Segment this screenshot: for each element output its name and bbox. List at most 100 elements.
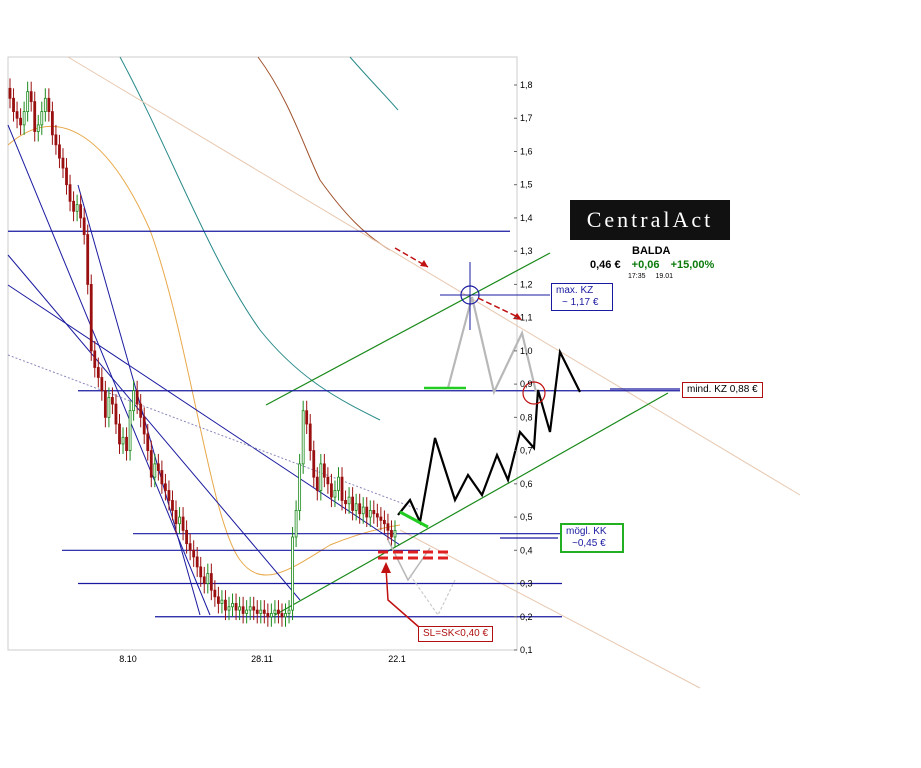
kk-value: ~0,45 € [572, 538, 606, 549]
channel-upper-line [265, 252, 551, 406]
candle-body [379, 516, 383, 521]
candle [333, 480, 337, 508]
candle-body [326, 476, 330, 485]
candle [192, 540, 196, 567]
candle-body [15, 111, 19, 119]
candle [54, 124, 58, 155]
candle-body [125, 436, 128, 451]
candle-body [188, 543, 192, 551]
candle [379, 507, 383, 531]
y-tick-label: 1,3 [520, 246, 533, 256]
mind-kz-label: mind. KZ 0,88 € [682, 382, 763, 398]
candle-body [65, 167, 68, 186]
candle-body [277, 609, 280, 614]
candle [156, 453, 160, 481]
candle [160, 460, 164, 494]
candle [305, 400, 309, 434]
alt-down-path-dashed [409, 574, 456, 617]
x-tick-label: 8.10 [119, 654, 137, 664]
candle-body [241, 606, 245, 614]
candle-body [386, 523, 390, 531]
candle [181, 507, 185, 541]
candle [61, 148, 65, 179]
y-tick-label: 1,8 [520, 80, 533, 90]
candle [167, 480, 171, 511]
candle-body [220, 599, 224, 604]
centralact-logo: CentralAct [570, 200, 730, 240]
candle [72, 191, 75, 222]
candle-body [351, 496, 355, 511]
candle [347, 487, 351, 514]
candle [12, 88, 15, 122]
candle [142, 407, 146, 444]
max-kz-value: ~ 1,17 € [562, 297, 599, 308]
candle [330, 473, 333, 508]
candle [19, 108, 22, 135]
candle-body [82, 217, 86, 235]
candle-body [284, 613, 287, 618]
candle [234, 593, 238, 621]
y-tick-label: 1,6 [520, 146, 533, 156]
quote-time: 17:35 [628, 273, 646, 280]
y-tick-label: 1,1 [520, 313, 533, 323]
candle-body [224, 599, 227, 611]
quote-price: 0,46 € [590, 259, 621, 271]
candle [111, 387, 114, 415]
y-tick-label: 0,8 [520, 412, 533, 422]
candle-body [269, 613, 273, 618]
candle-body [209, 573, 213, 591]
candle-body [43, 97, 47, 112]
candle [8, 78, 12, 109]
y-tick-label: 0,4 [520, 545, 533, 555]
candle-body [238, 606, 241, 611]
candle-body [40, 111, 44, 126]
candle-body [132, 390, 136, 412]
candle-body [118, 423, 121, 445]
candle-body [68, 184, 72, 202]
candle-body [372, 510, 376, 515]
candle [291, 527, 294, 621]
candle [337, 467, 340, 501]
plot-area [7, 56, 518, 651]
candle-body [135, 390, 139, 405]
kk-title: mögl. KK [566, 526, 607, 537]
candle [231, 593, 234, 617]
candle-body [266, 613, 270, 618]
candle-body [22, 111, 26, 126]
candle [135, 380, 139, 415]
stop-loss-label: SL=SK<0,40 € [418, 626, 494, 642]
candle-body [227, 606, 231, 611]
candle-body [79, 204, 83, 219]
candle [96, 357, 100, 388]
candle [103, 380, 107, 428]
candle [301, 400, 305, 474]
channel-lower-line [274, 392, 669, 616]
y-tick-label: 0,9 [520, 379, 533, 389]
candle [227, 596, 231, 621]
candle [322, 453, 326, 488]
candle [86, 224, 90, 295]
candle-body [255, 609, 259, 614]
max-kz-title: max. KZ [556, 285, 594, 296]
y-tick-label: 1,2 [520, 279, 533, 289]
candle-body [330, 483, 333, 498]
candle [82, 207, 86, 245]
candlesticks [8, 78, 397, 627]
candle [40, 101, 44, 135]
candle-body [47, 97, 51, 112]
candle-body [337, 476, 340, 491]
candle-body [202, 576, 206, 584]
quote-symbol: BALDA [632, 245, 671, 257]
stop-loss-arrow [385, 567, 421, 629]
max-kz-label: max. KZ ~ 1,17 € [551, 283, 613, 311]
candle [224, 590, 227, 621]
candle [390, 520, 393, 547]
candle-body [58, 144, 61, 159]
candle [188, 533, 192, 561]
candle-body [312, 450, 316, 478]
candle-body [107, 397, 111, 418]
y-tick-label: 0,6 [520, 479, 533, 489]
y-tick-label: 1,5 [520, 180, 533, 190]
candle-body [142, 416, 146, 435]
candle-body [259, 609, 263, 614]
